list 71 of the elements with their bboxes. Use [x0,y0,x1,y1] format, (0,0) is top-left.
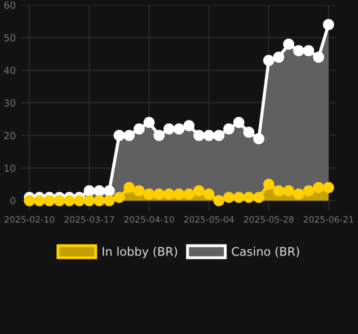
x-tick-label: 2025-03-17 [64,216,114,223]
point [223,192,234,203]
x-tick-label: 2025-04-10 [124,216,174,223]
point [322,182,334,194]
point [144,116,155,128]
point [233,192,244,203]
point [293,188,304,200]
point [134,123,145,134]
point [94,185,105,196]
y-tick-label: 10 [4,164,16,172]
point [213,130,224,141]
point [213,195,224,206]
point [124,130,135,141]
point [84,185,95,196]
point [313,52,324,63]
point [233,116,244,128]
point [144,188,155,200]
point [114,130,125,141]
y-tick-label: 20 [4,132,16,140]
point [84,195,95,206]
point [303,185,314,196]
point [54,195,65,206]
point [273,185,284,196]
point [44,195,55,206]
legend-label: In lobby (BR) [102,246,178,258]
point [253,133,264,144]
x-tick-label: 2025-02-10 [4,216,54,223]
point [104,195,115,206]
point [163,123,175,134]
point [322,19,334,30]
point [74,195,85,206]
point [193,130,204,141]
point [124,182,135,194]
point [183,188,195,200]
point [313,182,324,194]
point [163,188,175,200]
point [183,120,195,132]
point [263,54,274,66]
point [34,195,45,206]
y-tick-label: 30 [4,99,16,107]
y-tick-label: 60 [4,1,16,9]
point [64,195,75,206]
point [173,123,185,134]
point [173,188,185,200]
point [94,195,105,206]
point [203,130,214,141]
x-tick-label: 2025-05-28 [244,216,294,223]
point [243,192,254,203]
x-tick-label: 2025-06-21 [304,216,354,223]
x-tick-label: 2025-05-04 [184,216,234,223]
point [243,126,254,138]
point [263,178,274,190]
point [114,192,125,203]
point [273,52,284,63]
point [154,188,165,200]
point [104,185,115,196]
legend-label: Casino (BR) [232,246,300,258]
point [283,38,294,50]
point [134,185,145,196]
y-tick-label: 40 [4,66,16,74]
point [24,195,36,206]
point [293,45,304,56]
point [154,130,165,141]
y-tick-label: 0 [10,197,16,204]
point [283,185,294,196]
point [253,192,264,203]
y-tick-label: 50 [4,34,16,42]
point [203,188,214,200]
point [223,123,234,134]
point [193,185,204,196]
point [303,45,314,56]
